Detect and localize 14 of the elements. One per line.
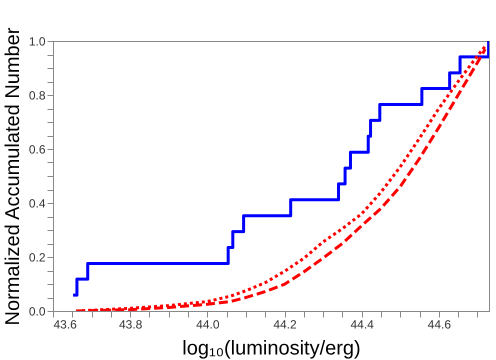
x-tick-label: 43.6 [54, 318, 78, 332]
x-tick-label: 44.2 [273, 318, 298, 332]
y-tick-label: 0.2 [28, 250, 46, 264]
x-tick-label: 43.8 [118, 318, 143, 332]
y-tick-label: 0.6 [28, 142, 46, 156]
y-tick-label: 0.8 [28, 88, 46, 102]
y-tick-label: 0.0 [28, 304, 46, 318]
y-axis-title: Normalized Accumulated Number [2, 27, 24, 326]
y-tick-label: 1.0 [28, 34, 46, 48]
x-axis-title: log₁₀(luminosity/erg) [182, 338, 361, 360]
y-tick-label: 0.4 [28, 196, 46, 210]
x-tick-label: 44.0 [196, 318, 220, 332]
x-tick-label: 44.6 [428, 318, 452, 332]
x-tick-label: 44.4 [350, 318, 374, 332]
